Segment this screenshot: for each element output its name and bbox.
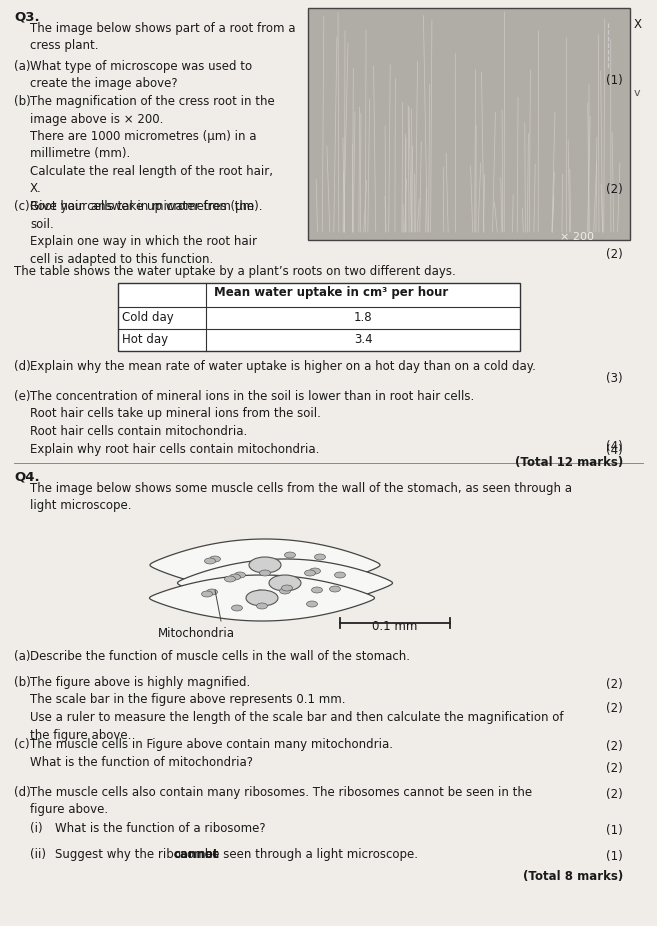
Text: (4): (4) xyxy=(606,440,623,453)
Ellipse shape xyxy=(249,557,281,573)
Text: (2): (2) xyxy=(606,788,623,801)
Text: (3): (3) xyxy=(606,372,623,385)
Text: (2): (2) xyxy=(606,678,623,691)
Text: The muscle cells in Figure above contain many mitochondria.
What is the function: The muscle cells in Figure above contain… xyxy=(30,738,393,769)
Text: (b): (b) xyxy=(14,95,31,108)
Text: (c): (c) xyxy=(14,738,30,751)
Text: The figure above is highly magnified.
The scale bar in the figure above represen: The figure above is highly magnified. Th… xyxy=(30,676,564,742)
Ellipse shape xyxy=(304,570,315,576)
Bar xyxy=(308,8,630,240)
Ellipse shape xyxy=(254,590,265,596)
Text: v: v xyxy=(634,88,641,98)
Ellipse shape xyxy=(210,556,221,562)
Text: (i): (i) xyxy=(30,822,43,835)
Text: Mitochondria: Mitochondria xyxy=(158,627,235,640)
Text: Describe the function of muscle cells in the wall of the stomach.: Describe the function of muscle cells in… xyxy=(30,650,410,663)
Text: 0.1 mm: 0.1 mm xyxy=(373,620,418,633)
Text: (2): (2) xyxy=(606,702,623,715)
Text: (1): (1) xyxy=(606,74,623,87)
Text: Hot day: Hot day xyxy=(122,333,168,346)
Ellipse shape xyxy=(311,587,323,593)
Text: (a): (a) xyxy=(14,60,30,73)
Text: × 200: × 200 xyxy=(560,232,594,242)
Text: (e): (e) xyxy=(14,390,30,403)
Text: (2): (2) xyxy=(606,248,623,261)
Text: The muscle cells also contain many ribosomes. The ribosomes cannot be seen in th: The muscle cells also contain many ribos… xyxy=(30,786,532,817)
Text: Root hair cells take up water from the
soil.
Explain one way in which the root h: Root hair cells take up water from the s… xyxy=(30,200,257,266)
Ellipse shape xyxy=(256,603,267,609)
Text: What is the function of a ribosome?: What is the function of a ribosome? xyxy=(55,822,265,835)
Ellipse shape xyxy=(281,585,292,591)
Text: (Total 12 marks): (Total 12 marks) xyxy=(514,456,623,469)
Text: (2): (2) xyxy=(606,740,623,753)
Text: What type of microscope was used to
create the image above?: What type of microscope was used to crea… xyxy=(30,60,252,91)
Ellipse shape xyxy=(330,586,340,592)
Ellipse shape xyxy=(315,554,325,560)
Ellipse shape xyxy=(307,601,317,607)
Polygon shape xyxy=(150,575,374,621)
Text: (d): (d) xyxy=(14,360,31,373)
Text: (2): (2) xyxy=(606,762,623,775)
Text: Cold day: Cold day xyxy=(122,311,173,324)
Text: (2): (2) xyxy=(606,183,623,196)
Text: X: X xyxy=(634,18,642,31)
Ellipse shape xyxy=(279,588,290,594)
Text: The concentration of mineral ions in the soil is lower than in root hair cells.
: The concentration of mineral ions in the… xyxy=(30,390,474,456)
Text: (d): (d) xyxy=(14,786,31,799)
Ellipse shape xyxy=(284,552,296,558)
Text: cannot: cannot xyxy=(173,848,219,861)
Text: (1): (1) xyxy=(606,824,623,837)
Ellipse shape xyxy=(225,576,235,582)
Text: (1): (1) xyxy=(606,850,623,863)
Ellipse shape xyxy=(309,568,321,574)
Text: Explain why the mean rate of water uptake is higher on a hot day than on a cold : Explain why the mean rate of water uptak… xyxy=(30,360,536,373)
Ellipse shape xyxy=(260,570,271,576)
Polygon shape xyxy=(150,539,380,591)
Text: Mean water uptake in cm³ per hour: Mean water uptake in cm³ per hour xyxy=(214,286,448,299)
Polygon shape xyxy=(177,559,392,607)
Text: be seen through a light microscope.: be seen through a light microscope. xyxy=(200,848,418,861)
Text: (Total 8 marks): (Total 8 marks) xyxy=(523,870,623,883)
Ellipse shape xyxy=(231,605,242,611)
Ellipse shape xyxy=(235,572,246,578)
Text: (4): (4) xyxy=(606,444,623,457)
Text: (ii): (ii) xyxy=(30,848,46,861)
Text: Q4.: Q4. xyxy=(14,470,39,483)
Text: Q3.: Q3. xyxy=(14,10,39,23)
Text: 3.4: 3.4 xyxy=(353,333,373,346)
Ellipse shape xyxy=(206,589,217,595)
Text: The image below shows some muscle cells from the wall of the stomach, as seen th: The image below shows some muscle cells … xyxy=(30,482,572,512)
Text: The image below shows part of a root from a
cress plant.: The image below shows part of a root fro… xyxy=(30,22,296,53)
Text: (c): (c) xyxy=(14,200,30,213)
Text: The magnification of the cress root in the
image above is × 200.
There are 1000 : The magnification of the cress root in t… xyxy=(30,95,275,213)
Text: The table shows the water uptake by a plant’s roots on two different days.: The table shows the water uptake by a pl… xyxy=(14,265,456,278)
Ellipse shape xyxy=(246,590,278,606)
Text: (a): (a) xyxy=(14,650,30,663)
Ellipse shape xyxy=(229,574,240,580)
Text: Suggest why the ribosomes: Suggest why the ribosomes xyxy=(55,848,223,861)
Ellipse shape xyxy=(202,591,212,597)
Ellipse shape xyxy=(334,572,346,578)
Text: (b): (b) xyxy=(14,676,31,689)
Ellipse shape xyxy=(269,575,301,591)
Text: 1.8: 1.8 xyxy=(353,311,373,324)
Ellipse shape xyxy=(204,558,215,564)
Bar xyxy=(118,283,520,351)
